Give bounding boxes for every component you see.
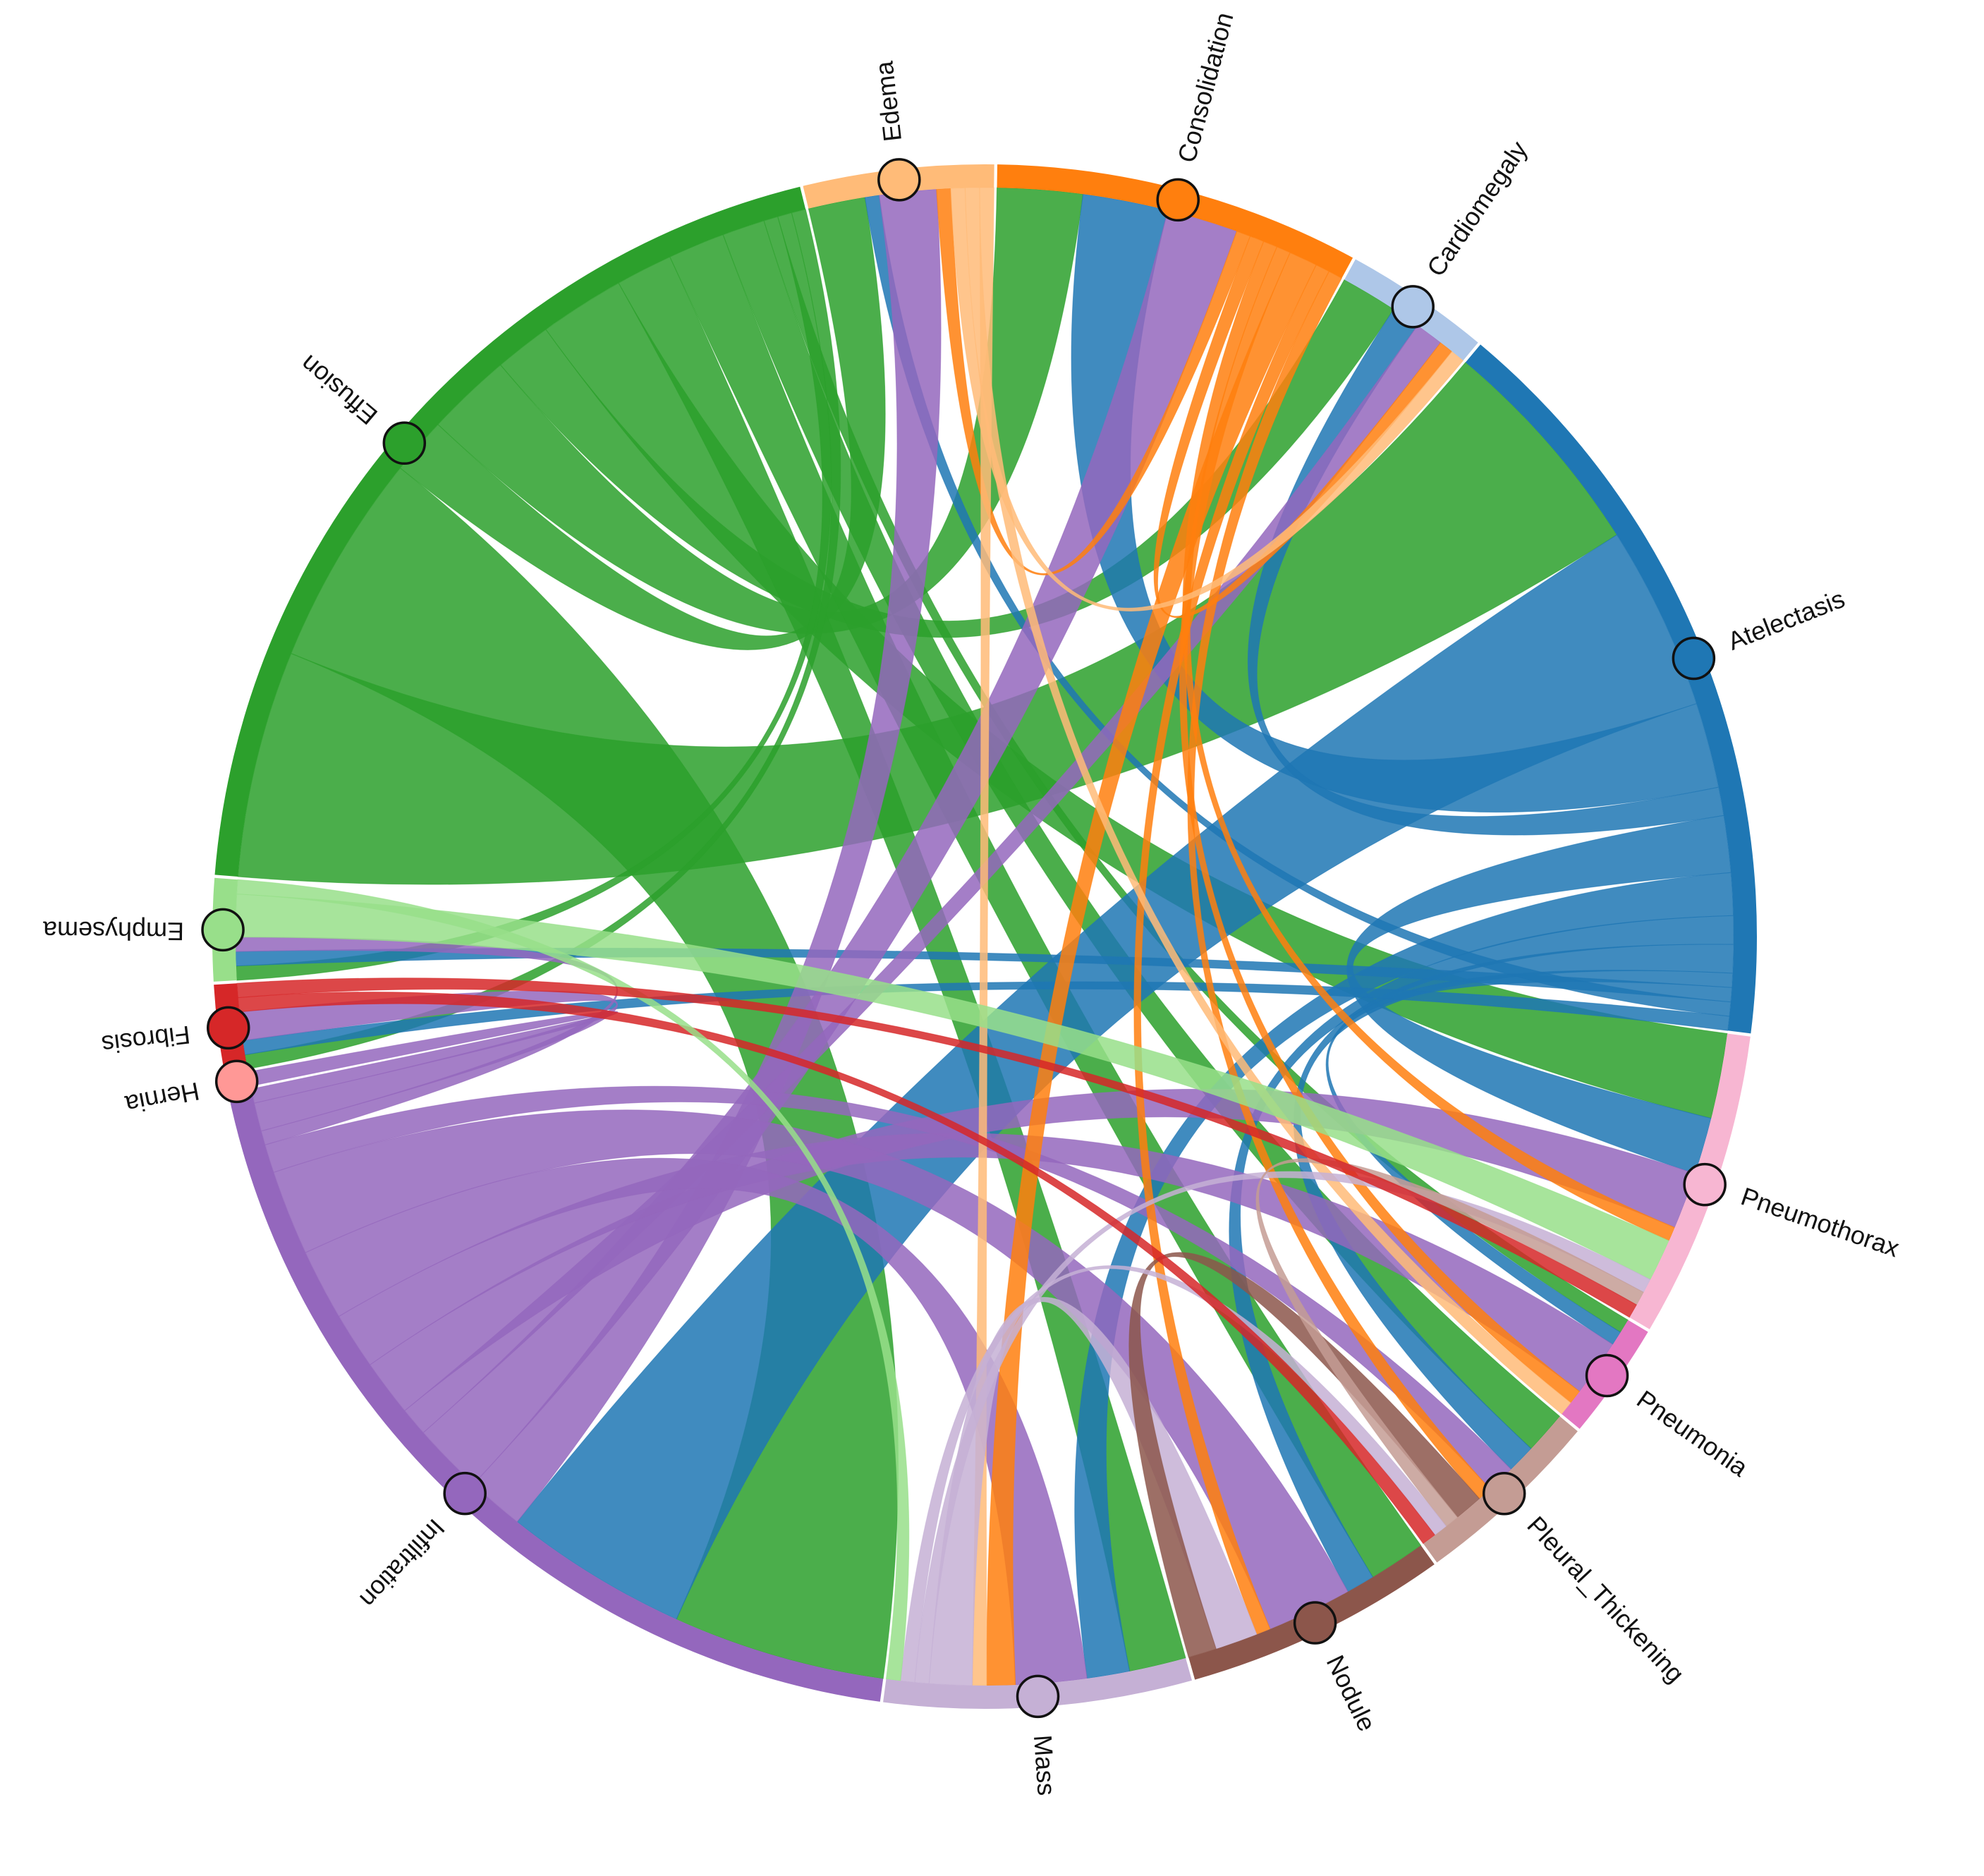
ribbon [235,894,1670,1281]
node-arc [1465,344,1757,1034]
node-arc [214,186,806,877]
node-marker [877,158,921,202]
node-marker [214,1059,259,1104]
ribbon [722,220,1561,1449]
node-label: Emphysema [42,916,184,946]
node-label: Nodule [1321,1650,1382,1736]
node-marker [1156,178,1200,222]
node-marker [1391,285,1435,329]
ribbon [964,187,1571,1415]
ribbon [305,1157,1088,1686]
node-label: Cardiomegaly [1421,135,1533,281]
node-label: Pneumothorax [1737,1181,1903,1262]
node-marker [1016,1674,1060,1719]
ribbon [936,188,1251,575]
node-label: Pneumonia [1631,1384,1753,1482]
ribbons [235,187,1734,1686]
node-marker [1672,636,1716,681]
node-label: Pleural_Thickening [1521,1511,1690,1688]
ribbon [1128,1252,1480,1658]
node-label: Consolidation [1171,9,1239,165]
ribbon [986,252,1317,1686]
ribbon [399,197,886,650]
node-label: Atelectasis [1724,584,1849,656]
node-marker [1683,1162,1727,1207]
node-label: Mass [1028,1734,1061,1797]
node-marker [1585,1353,1629,1398]
node-label: Hernia [122,1077,202,1120]
node-label: Effusion [295,349,383,430]
ribbon [1071,193,1720,813]
node-arc [883,1658,1192,1709]
node-marker [201,908,245,952]
node-label: Infiltration [354,1513,450,1614]
node-label: Fibrosis [100,1021,192,1060]
ribbon [236,212,832,981]
node-marker [382,421,427,465]
ribbon [1255,1158,1645,1527]
node-arc [997,164,1353,279]
node-marker [1482,1471,1526,1516]
ribbon [900,1265,1447,1683]
node-marker [207,1006,250,1050]
node-label: Edema [869,59,907,143]
node-marker [443,1471,487,1516]
node-marker [1293,1601,1337,1645]
node-arc [1629,1033,1751,1329]
